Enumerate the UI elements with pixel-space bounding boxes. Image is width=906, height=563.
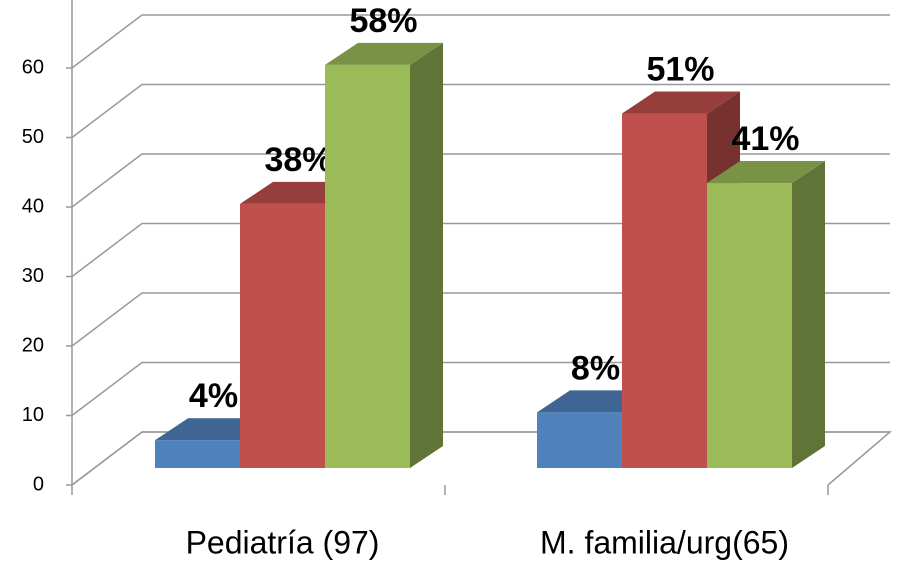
y-tick-label: 0 [33,473,44,495]
grid-line [71,83,890,139]
bar-side [410,42,443,469]
bar-top [325,42,443,65]
grid-line [71,14,890,69]
y-tick-label: 30 [22,265,44,287]
x-tick-label: Pediatría (97) [186,524,380,560]
y-tick-label: 10 [22,404,44,426]
bar [707,183,792,469]
bar-side [792,161,825,469]
x-tick-label: M. familia/urg(65) [540,524,789,560]
y-tick-label: 60 [22,56,44,78]
data-label: 38% [264,141,332,179]
bar-top [622,91,740,114]
y-tick-label: 50 [22,126,44,148]
data-label: 51% [646,51,714,89]
data-label: 4% [189,377,238,415]
bar [537,412,622,468]
data-label: 58% [349,2,417,40]
bar-top [707,161,825,184]
data-label: 41% [731,120,799,158]
y-tick-label: 20 [22,334,44,356]
data-label: 8% [571,349,620,387]
bar [240,203,325,468]
bar [622,113,707,469]
y-tick-label: 40 [22,195,44,217]
bar [155,440,240,468]
bar [325,64,410,469]
